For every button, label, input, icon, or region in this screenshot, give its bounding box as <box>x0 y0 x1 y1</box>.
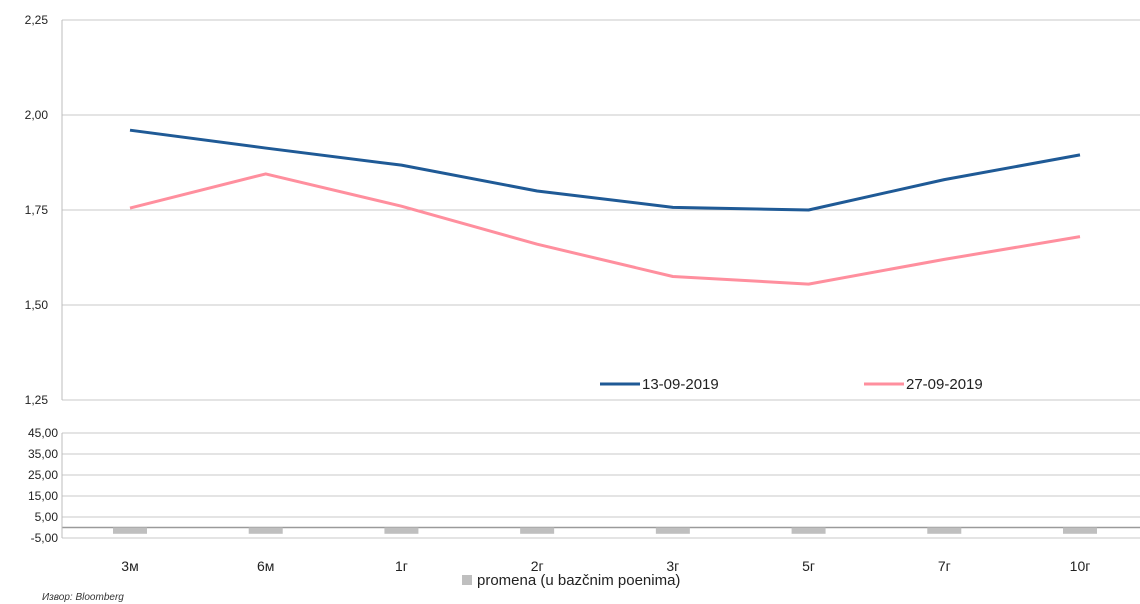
line-chart-y-tick-label: 2,25 <box>25 13 49 27</box>
change-bar <box>655 527 690 534</box>
line-chart-series <box>129 128 1081 286</box>
bar-chart-gridlines <box>62 432 1140 539</box>
legend-label-change: promena (u bazčnim poenima) <box>477 572 680 589</box>
bar-chart-y-tick-label: 15,00 <box>28 489 58 503</box>
bar-chart-y-tick-label: -5,00 <box>31 531 59 545</box>
change-bar <box>384 527 419 534</box>
legend-label-series-2: 27-09-2019 <box>906 376 983 393</box>
bar-chart-y-tick-label: 5,00 <box>35 510 59 524</box>
series-line-1 <box>129 128 1081 212</box>
bar-chart-y-tick-label: 25,00 <box>28 468 58 482</box>
line-chart-y-tick-label: 1,50 <box>25 298 49 312</box>
x-axis-tick-labels: 3м 6м 1г 2г 3г 5г 7г 10г <box>121 558 1090 574</box>
change-bar <box>113 527 147 534</box>
change-bar <box>520 527 555 534</box>
x-tick-label: 7г <box>938 558 951 574</box>
x-tick-label: 1г <box>395 558 408 574</box>
change-bar <box>927 527 962 534</box>
series-line-2 <box>129 172 1081 286</box>
line-chart-y-tick-label: 1,75 <box>25 203 49 217</box>
line-chart-y-axis: 1,25 1,50 1,75 2,00 2,25 <box>25 13 49 407</box>
x-tick-label: 10г <box>1070 558 1091 574</box>
line-chart-y-tick-label: 2,00 <box>25 108 49 122</box>
line-chart-legend: 13-09-2019 27-09-2019 <box>600 376 983 393</box>
bar-chart-bars <box>113 527 1097 534</box>
bar-chart-y-tick-label: 45,00 <box>28 426 58 440</box>
change-bar <box>791 527 826 534</box>
x-tick-label: 2г <box>531 558 544 574</box>
line-chart-y-tick-label: 1,25 <box>25 393 49 407</box>
bar-chart-legend: promena (u bazčnim poenima) <box>462 572 680 589</box>
x-tick-label: 5г <box>802 558 815 574</box>
source-note: Извор: Bloomberg <box>42 592 124 603</box>
legend-swatch-change <box>462 575 472 585</box>
x-tick-label: 3м <box>121 558 138 574</box>
legend-label-series-1: 13-09-2019 <box>642 376 719 393</box>
line-chart-gridlines <box>62 19 1140 401</box>
x-tick-label: 6м <box>257 558 274 574</box>
x-tick-label: 3г <box>666 558 679 574</box>
bar-chart-y-tick-label: 35,00 <box>28 447 58 461</box>
change-bar <box>1063 527 1097 534</box>
bar-chart-y-axis: -5,00 5,00 15,00 25,00 35,00 45,00 <box>28 426 58 545</box>
change-bar <box>248 527 283 534</box>
